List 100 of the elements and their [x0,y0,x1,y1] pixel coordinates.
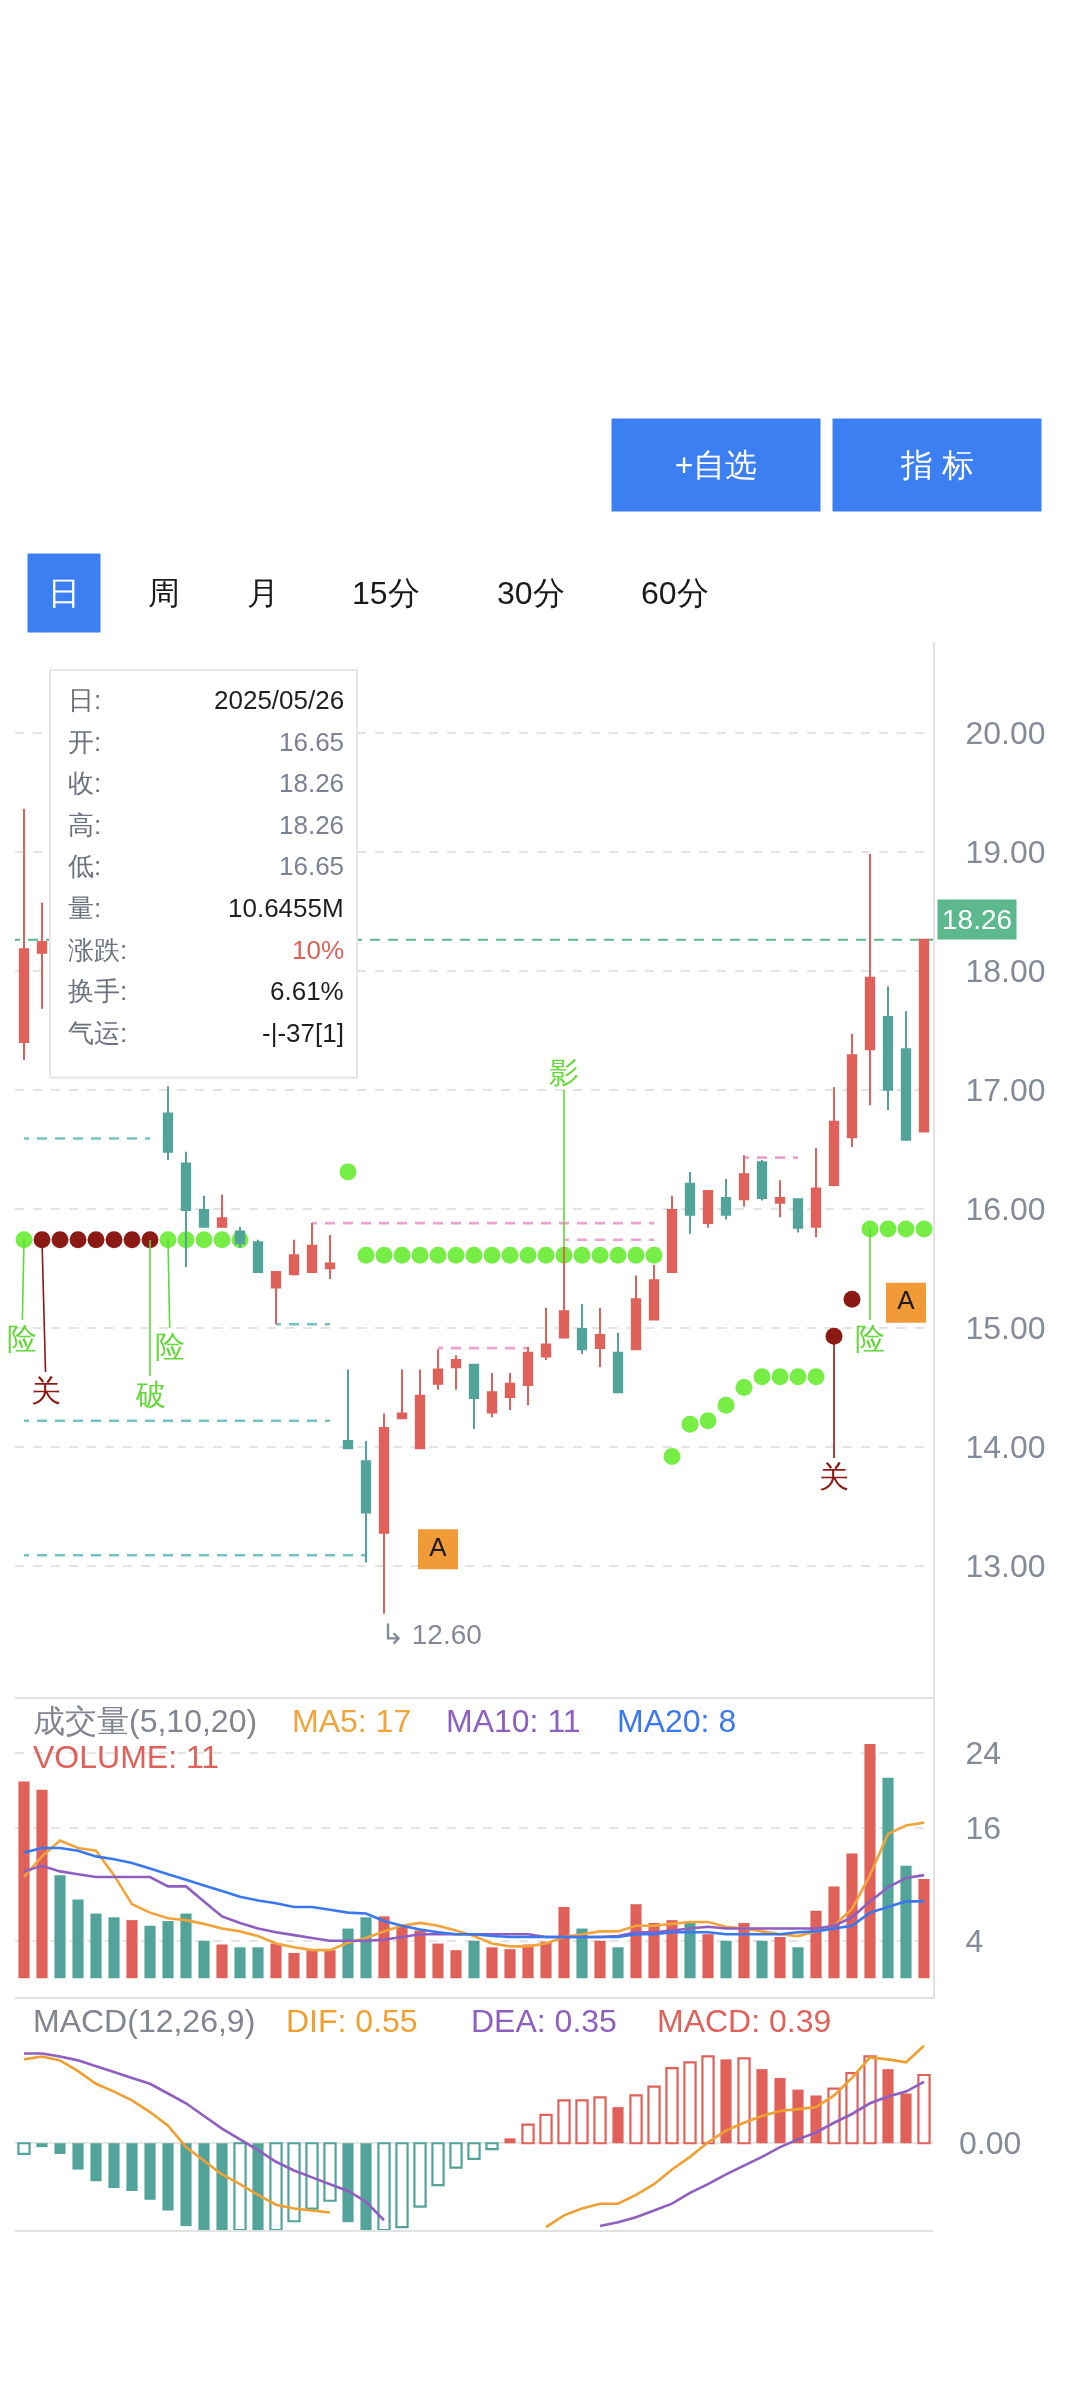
point [501,1246,519,1264]
point [357,1246,375,1264]
bar [377,2142,391,2230]
point [33,1231,51,1249]
bar [288,1952,300,1979]
candlestick [360,1439,372,1564]
candlestick [702,1189,714,1229]
candlestick [18,807,30,1061]
annotation: 10.6455M [228,893,344,923]
bar [684,1922,696,1979]
point [843,1290,861,1308]
candlestick [918,938,930,1133]
bar [485,2142,499,2151]
bar [539,2113,553,2145]
candlestick [900,1010,912,1142]
bar [630,1904,642,1979]
line-series [22,1846,926,1939]
chart-title: 成交量(5,10,20) [33,1703,258,1739]
bar [540,1941,552,1979]
bar [504,1949,516,1979]
bar [576,1928,588,1979]
annotation: 换手: [68,976,128,1006]
bar [395,2142,409,2229]
point [375,1246,393,1264]
bar [917,2073,931,2145]
y-tick-label: 17.00 [965,1071,1046,1108]
bar [756,1940,768,1979]
bar [144,1925,156,1979]
bar [701,2055,715,2145]
annotation: 影 [549,1056,579,1089]
candlestick [648,1263,660,1321]
annotation: 16.65 [279,727,345,757]
bar [774,1937,786,1979]
annotation: ↳ 12.60 [381,1619,482,1650]
bar [557,2099,571,2145]
bar [270,1943,282,1979]
candlestick [468,1363,480,1431]
candlestick [864,852,876,1107]
bar [450,1950,462,1979]
text: +自选 [674,447,758,483]
bar [305,2142,319,2210]
annotation: 破 [135,1378,166,1411]
bar [360,2143,372,2230]
candlestick [306,1222,318,1275]
bar [54,2143,66,2154]
point [627,1246,645,1264]
bar [629,2094,643,2145]
point [15,1231,33,1249]
point [411,1246,429,1264]
bar [323,2142,337,2202]
bar [468,1940,480,1979]
bar [198,2143,210,2230]
annotation: 收: [68,768,102,798]
point [681,1415,699,1433]
bar [612,2107,624,2144]
candlestick [288,1238,300,1277]
bar [900,1865,912,1979]
candlestick [612,1331,624,1394]
bar [720,1940,732,1979]
bar [18,1781,30,1979]
candlestick [36,901,48,1010]
candlestick [882,985,894,1111]
bar [575,2099,589,2145]
y-tick-label: 18.00 [965,952,1046,989]
point [735,1378,753,1396]
point [483,1246,501,1264]
candlestick [540,1306,552,1362]
bar [234,1947,246,1979]
point [645,1246,663,1264]
bar [126,1920,138,1979]
bar [882,2069,894,2144]
candlestick [720,1178,732,1221]
annotation: 高: [68,810,102,840]
y-tick-label: 24 [965,1735,1001,1772]
candlestick [342,1368,354,1450]
bar [360,1917,372,1979]
point [159,1231,177,1249]
point [123,1231,141,1249]
point [195,1231,213,1249]
bar [449,2142,463,2169]
bar [269,2142,283,2230]
point [699,1412,717,1430]
annotation: 关 [31,1374,61,1407]
text: MA20: 8 [617,1703,737,1739]
bar [432,1943,444,1979]
point [465,1246,483,1264]
bar [504,2138,516,2144]
annotation: 日: [68,685,102,715]
text: 0.00 [959,2125,1022,2161]
point [879,1220,897,1238]
annotation: 关 [819,1460,849,1493]
point [663,1447,681,1465]
bar [252,1947,264,1979]
annotation: 10% [292,935,345,965]
bar [414,1930,426,1979]
bar [810,1910,822,1979]
ref-line-label: 18.26 [942,904,1013,935]
candlestick [576,1303,588,1356]
bar [863,2055,877,2145]
candlestick [486,1372,498,1419]
